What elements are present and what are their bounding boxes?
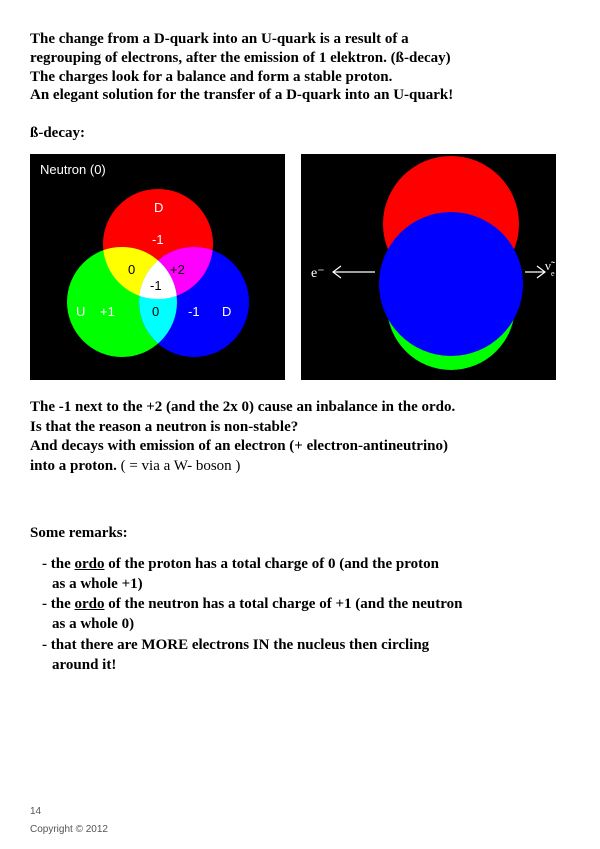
diagram-row: Neutron (0) D -1 0 +2 -1 U +1 0 -1 D — [30, 154, 570, 380]
d2-e-label: e⁻ — [311, 266, 325, 281]
diagram-decay-spheres: e⁻ ν̃ e — [301, 154, 556, 380]
bdecay-heading: ß-decay: — [30, 125, 570, 142]
d1-zero-bot: 0 — [152, 304, 159, 319]
mid-paragraph: The -1 next to the +2 (and the 2x 0) cau… — [30, 398, 570, 476]
d1-D-right: D — [222, 304, 231, 319]
remarks-list: - the ordo of the proton has a total cha… — [30, 554, 570, 676]
d1-minus1-mid: -1 — [150, 278, 162, 293]
remarks-heading: Some remarks: — [30, 524, 570, 544]
intro-l3: The charges look for a balance and form … — [30, 69, 392, 85]
remark-2: - the ordo of the neutron has a total ch… — [30, 594, 570, 635]
diagram-neutron-venn: Neutron (0) D -1 0 +2 -1 U +1 0 -1 D — [30, 154, 285, 380]
intro-l1: The change from a D-quark into an U-quar… — [30, 31, 409, 47]
d2-nu-sub: e — [551, 269, 555, 278]
mid-l4b: ( = via a W- boson ) — [117, 458, 241, 474]
d1-plus1: +1 — [100, 304, 115, 319]
mid-l4a: into a proton. — [30, 458, 117, 474]
mid-l2: Is that the reason a neutron is non-stab… — [30, 419, 298, 435]
d1-minus1-top: -1 — [152, 232, 164, 247]
page-number: 14 — [30, 806, 41, 817]
d1-zero-left: 0 — [128, 262, 135, 277]
remark-3: - that there are MORE electrons IN the n… — [30, 635, 570, 676]
copyright-text: Copyright © 2012 — [30, 824, 108, 835]
intro-paragraph: The change from a D-quark into an U-quar… — [30, 30, 570, 105]
intro-l2: regrouping of electrons, after the emiss… — [30, 50, 451, 66]
d1-U: U — [76, 304, 85, 319]
d1-plus2: +2 — [170, 262, 185, 277]
intro-l4: An elegant solution for the transfer of … — [30, 87, 453, 103]
mid-l3: And decays with emission of an electron … — [30, 438, 448, 454]
d1-D-top: D — [154, 200, 163, 215]
remark-1: - the ordo of the proton has a total cha… — [30, 554, 570, 595]
mid-l1: The -1 next to the +2 (and the 2x 0) cau… — [30, 399, 455, 415]
d1-minus1-r: -1 — [188, 304, 200, 319]
